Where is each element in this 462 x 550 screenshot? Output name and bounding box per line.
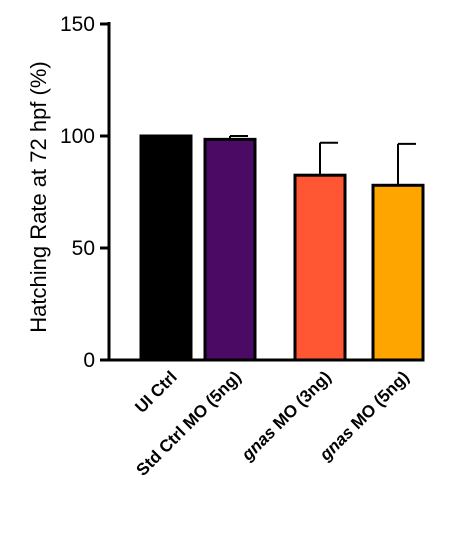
y-tick-label: 0 [83,349,95,372]
y-tick-label: 150 [60,13,95,36]
bars-group [139,134,425,362]
y-axis-title: Hatching Rate at 72 hpf (%) [26,61,51,332]
y-tick-label: 50 [72,237,95,260]
x-tick-label-text: UI Ctrl [131,367,180,416]
bar-1 [203,137,257,362]
axes-group [107,22,421,362]
x-tick-label-text: MO (5ng) [344,367,413,436]
y-ticks-group: 0 50 100 150 [60,13,109,372]
bar-3 [371,183,425,362]
error-bars-group [229,135,416,186]
x-tick-label-text: MO (3ng) [266,367,335,436]
bar-2 [293,173,347,362]
bar-0 [139,134,193,362]
x-tick-label: UI Ctrl [131,367,180,416]
y-tick-label: 100 [60,125,95,148]
